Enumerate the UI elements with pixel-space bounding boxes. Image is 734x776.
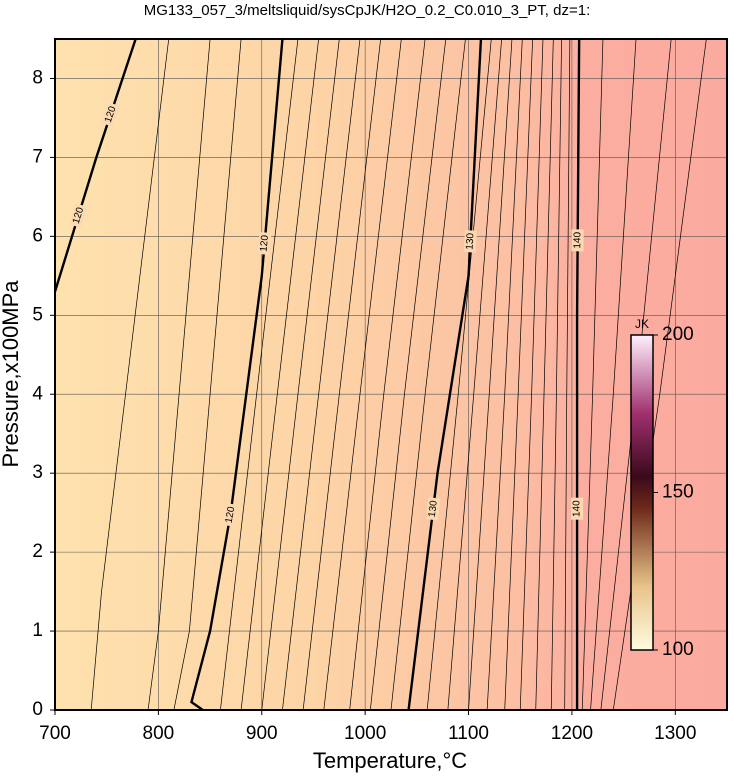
contour-label-group: 130	[425, 497, 441, 521]
contour	[426, 39, 492, 710]
contour-label-group: 130	[463, 230, 477, 253]
contour-label-group: 140	[571, 497, 584, 520]
contour	[564, 39, 571, 710]
contour-label: 140	[572, 231, 583, 248]
y-tick-label: 3	[32, 462, 43, 483]
colorbar-tick-label: 150	[662, 482, 694, 503]
colorbar-tick-label: 100	[662, 639, 694, 660]
contour	[519, 39, 544, 710]
contour-label: 120	[71, 206, 87, 226]
y-axis-title: Pressure,x100MPa	[0, 280, 23, 468]
contour	[590, 39, 637, 710]
contour-label: 120	[259, 234, 271, 252]
contour-label-group: 120	[101, 102, 120, 127]
contour-label: 140	[572, 500, 583, 517]
contour-label-bg	[257, 231, 272, 255]
contour-major	[55, 39, 137, 292]
y-tick-label: 2	[32, 541, 43, 562]
contour-major	[407, 39, 483, 710]
contour	[390, 39, 466, 710]
contour	[90, 39, 170, 710]
contour	[220, 39, 299, 710]
chart-title: MG133_057_3/meltsliquid/sysCpJK/H2O_0.2_…	[144, 2, 591, 19]
contour-major	[575, 39, 581, 710]
contour	[240, 39, 319, 710]
y-tick-label: 8	[32, 67, 43, 88]
contour	[468, 39, 513, 710]
contour-label-bg	[101, 102, 120, 127]
x-tick-label: 900	[246, 723, 278, 744]
contour	[349, 39, 426, 710]
x-tick-label: 700	[39, 723, 71, 744]
colorbar-tick-label: 200	[662, 324, 694, 345]
x-tick-label: 1100	[448, 723, 489, 744]
contour	[612, 39, 707, 710]
contour-label: 130	[427, 499, 440, 517]
field	[55, 39, 727, 710]
contour-label-bg	[425, 497, 441, 521]
x-tick-label: 1200	[551, 723, 593, 744]
x-axis-title: Temperature,°C	[313, 748, 467, 773]
y-tick-label: 7	[32, 146, 43, 167]
contour-label-group: 120	[69, 203, 88, 228]
contour	[302, 39, 382, 710]
contour-label-bg	[571, 497, 584, 520]
x-tick-label: 1000	[344, 723, 386, 744]
colorbar-label: JK	[635, 317, 649, 331]
contour	[550, 39, 562, 710]
y-tick-label: 1	[32, 620, 43, 641]
contour-label-group: 120	[257, 231, 272, 255]
contour	[504, 39, 533, 710]
y-tick-label: 5	[32, 304, 43, 325]
y-tick-label: 4	[32, 383, 43, 404]
contour-label-bg	[463, 230, 477, 253]
colorbar	[630, 334, 654, 651]
y-tick-label: 6	[32, 225, 43, 246]
contour	[535, 39, 554, 710]
contour	[447, 39, 502, 710]
contour-label-group: 140	[571, 229, 584, 252]
contour	[147, 39, 211, 710]
contour-label: 120	[103, 104, 119, 124]
contour-label: 130	[465, 232, 477, 250]
frame	[54, 38, 728, 711]
contour-label-bg	[571, 229, 584, 252]
contour-label-group: 120	[222, 503, 239, 527]
contour	[261, 39, 340, 710]
contour	[486, 39, 523, 710]
contour	[282, 39, 361, 710]
contour	[323, 39, 402, 710]
contour	[369, 39, 447, 710]
contour-label: 120	[224, 505, 238, 524]
contour-label-bg	[222, 503, 239, 527]
contour-label-bg	[69, 203, 88, 228]
x-tick-label: 1300	[654, 723, 696, 744]
contour	[581, 39, 604, 710]
contour	[173, 39, 242, 710]
x-tick-label: 800	[143, 723, 175, 744]
y-tick-label: 0	[32, 699, 43, 720]
